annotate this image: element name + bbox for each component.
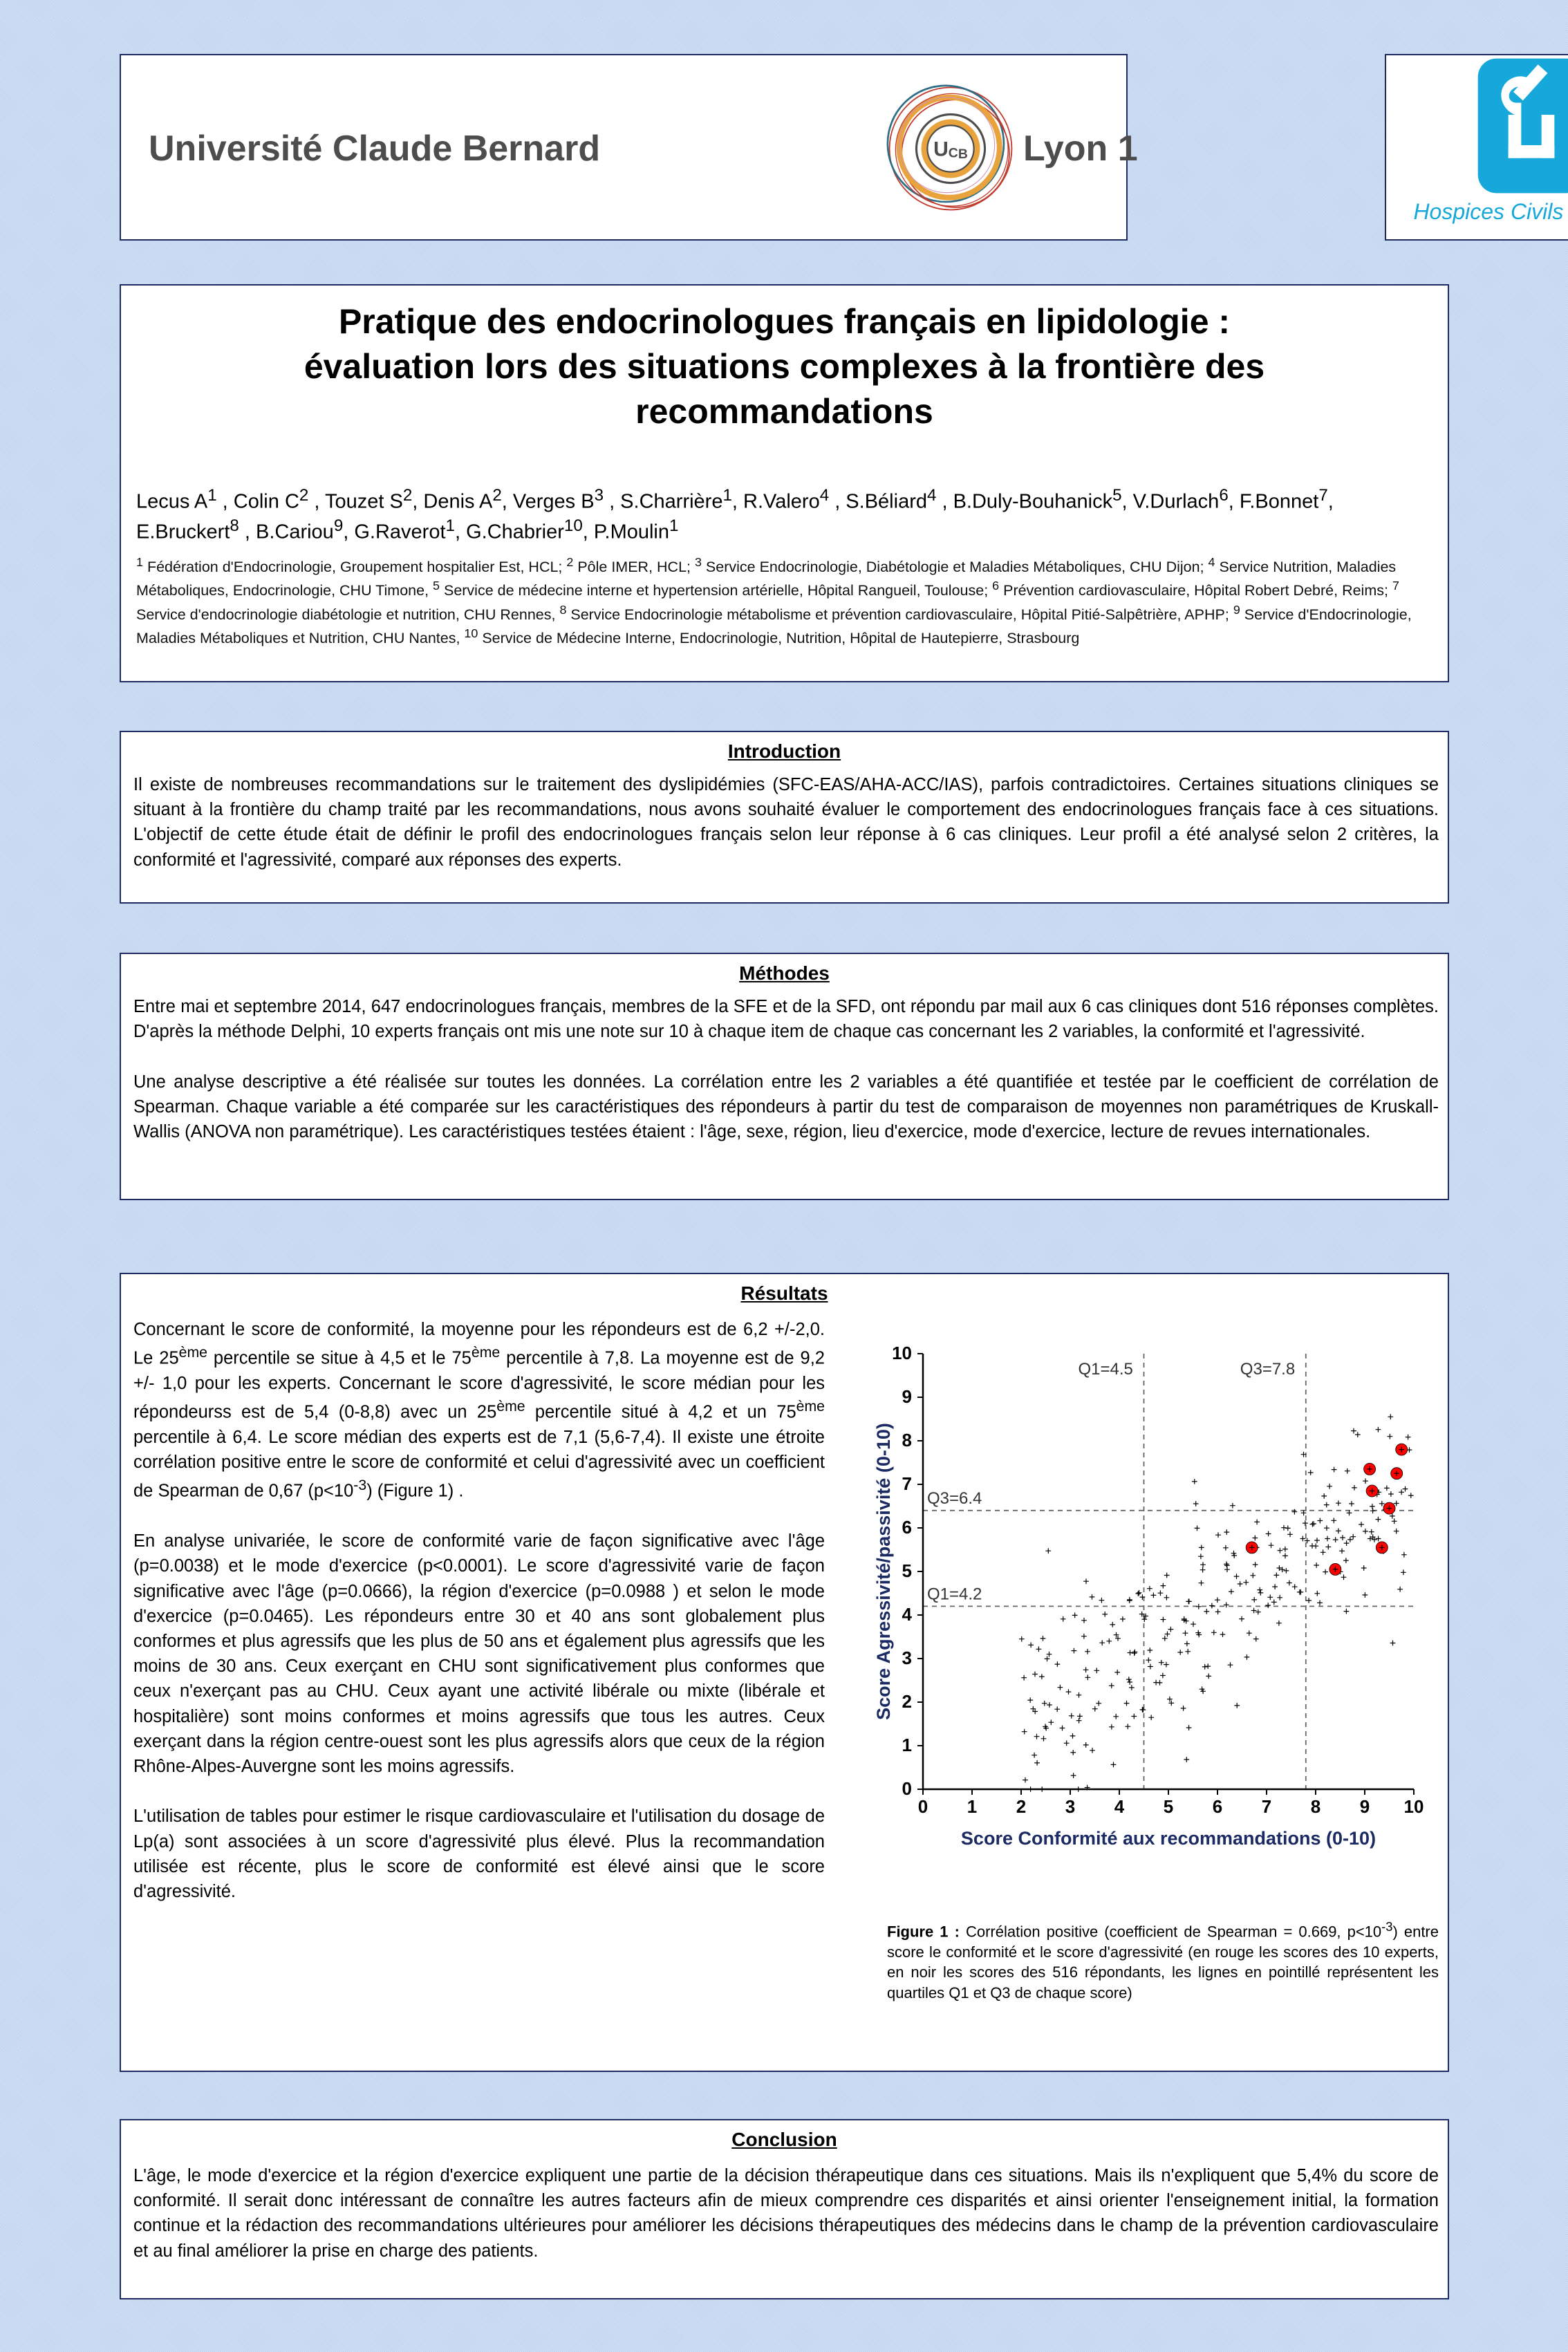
svg-text:1: 1	[967, 1796, 977, 1817]
svg-text:7: 7	[1262, 1796, 1271, 1817]
svg-text:5: 5	[1164, 1796, 1173, 1817]
svg-text:6: 6	[902, 1517, 912, 1538]
svg-text:6: 6	[1213, 1796, 1222, 1817]
svg-text:9: 9	[1360, 1796, 1370, 1817]
svg-text:4: 4	[902, 1604, 913, 1625]
svg-text:9: 9	[902, 1386, 912, 1407]
svg-text:2: 2	[902, 1691, 912, 1712]
svg-text:Score Agressivité/passivité (0: Score Agressivité/passivité (0-10)	[875, 1423, 894, 1720]
svg-text:Score Conformité aux recommand: Score Conformité aux recommandations (0-…	[961, 1828, 1376, 1849]
svg-text:8: 8	[902, 1430, 912, 1450]
svg-text:2: 2	[1016, 1796, 1026, 1817]
svg-text:10: 10	[1404, 1796, 1424, 1817]
svg-text:Q3=6.4: Q3=6.4	[927, 1489, 982, 1508]
svg-text:7: 7	[902, 1473, 912, 1494]
svg-text:Q1=4.2: Q1=4.2	[927, 1585, 982, 1603]
svg-text:0: 0	[918, 1796, 928, 1817]
svg-text:8: 8	[1311, 1796, 1320, 1817]
svg-text:3: 3	[902, 1648, 912, 1668]
svg-text:10: 10	[892, 1343, 912, 1363]
svg-text:1: 1	[902, 1735, 912, 1755]
svg-text:4: 4	[1114, 1796, 1125, 1817]
svg-text:3: 3	[1065, 1796, 1075, 1817]
svg-text:0: 0	[902, 1778, 912, 1799]
svg-text:Q1=4.5: Q1=4.5	[1079, 1360, 1133, 1379]
svg-text:5: 5	[902, 1560, 912, 1581]
svg-text:Q3=7.8: Q3=7.8	[1240, 1360, 1295, 1379]
